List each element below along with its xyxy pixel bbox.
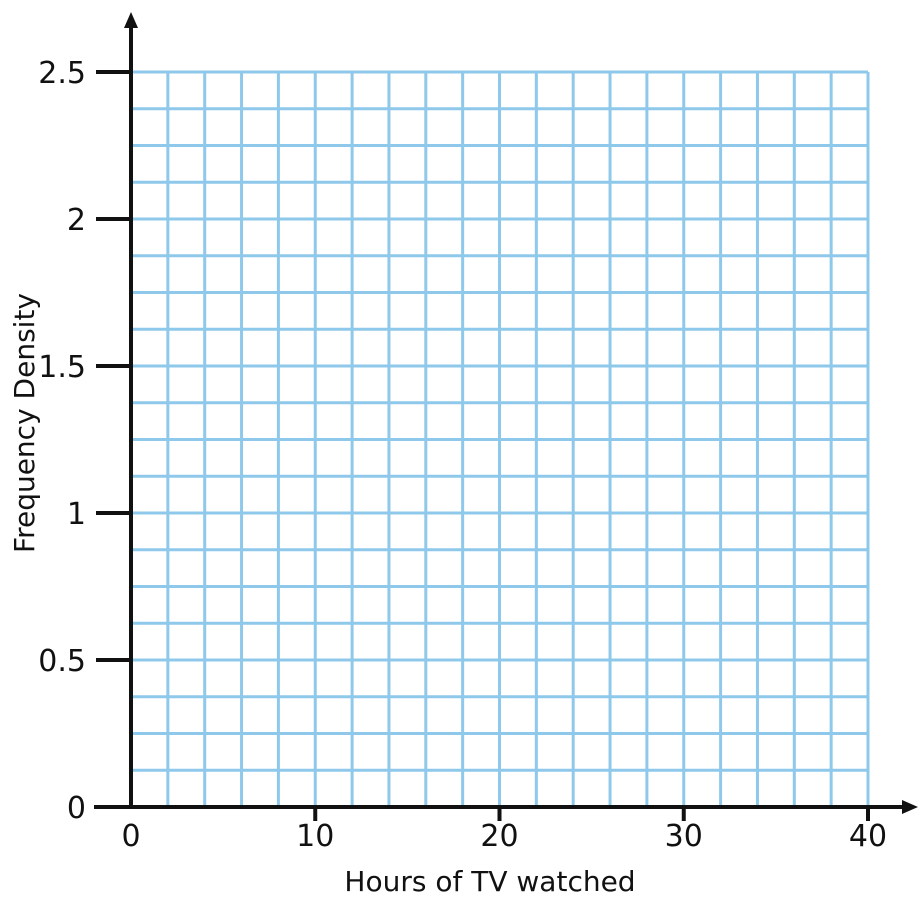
x-ticks: 0 10 20 30 40 (121, 807, 887, 854)
axes (94, 12, 918, 814)
y-tick-label: 1 (67, 497, 86, 532)
y-ticks: 0 0.5 1 1.5 2 2.5 (38, 56, 131, 826)
x-tick-label: 10 (296, 819, 334, 854)
x-tick-label: 40 (849, 819, 887, 854)
x-tick-label: 0 (121, 819, 140, 854)
y-tick-label: 1.5 (38, 350, 86, 385)
y-axis-title: Frequency Density (8, 293, 41, 553)
y-axis-arrowhead (124, 12, 138, 28)
x-tick-label: 20 (480, 819, 518, 854)
x-axis-title: Hours of TV watched (344, 865, 635, 898)
y-tick-label: 0 (67, 791, 86, 826)
y-tick-label: 0.5 (38, 644, 86, 679)
y-tick-label: 2 (67, 203, 86, 238)
x-tick-label: 30 (665, 819, 703, 854)
x-axis-arrowhead (902, 800, 918, 814)
y-tick-label: 2.5 (38, 56, 86, 91)
grid (131, 70, 870, 807)
